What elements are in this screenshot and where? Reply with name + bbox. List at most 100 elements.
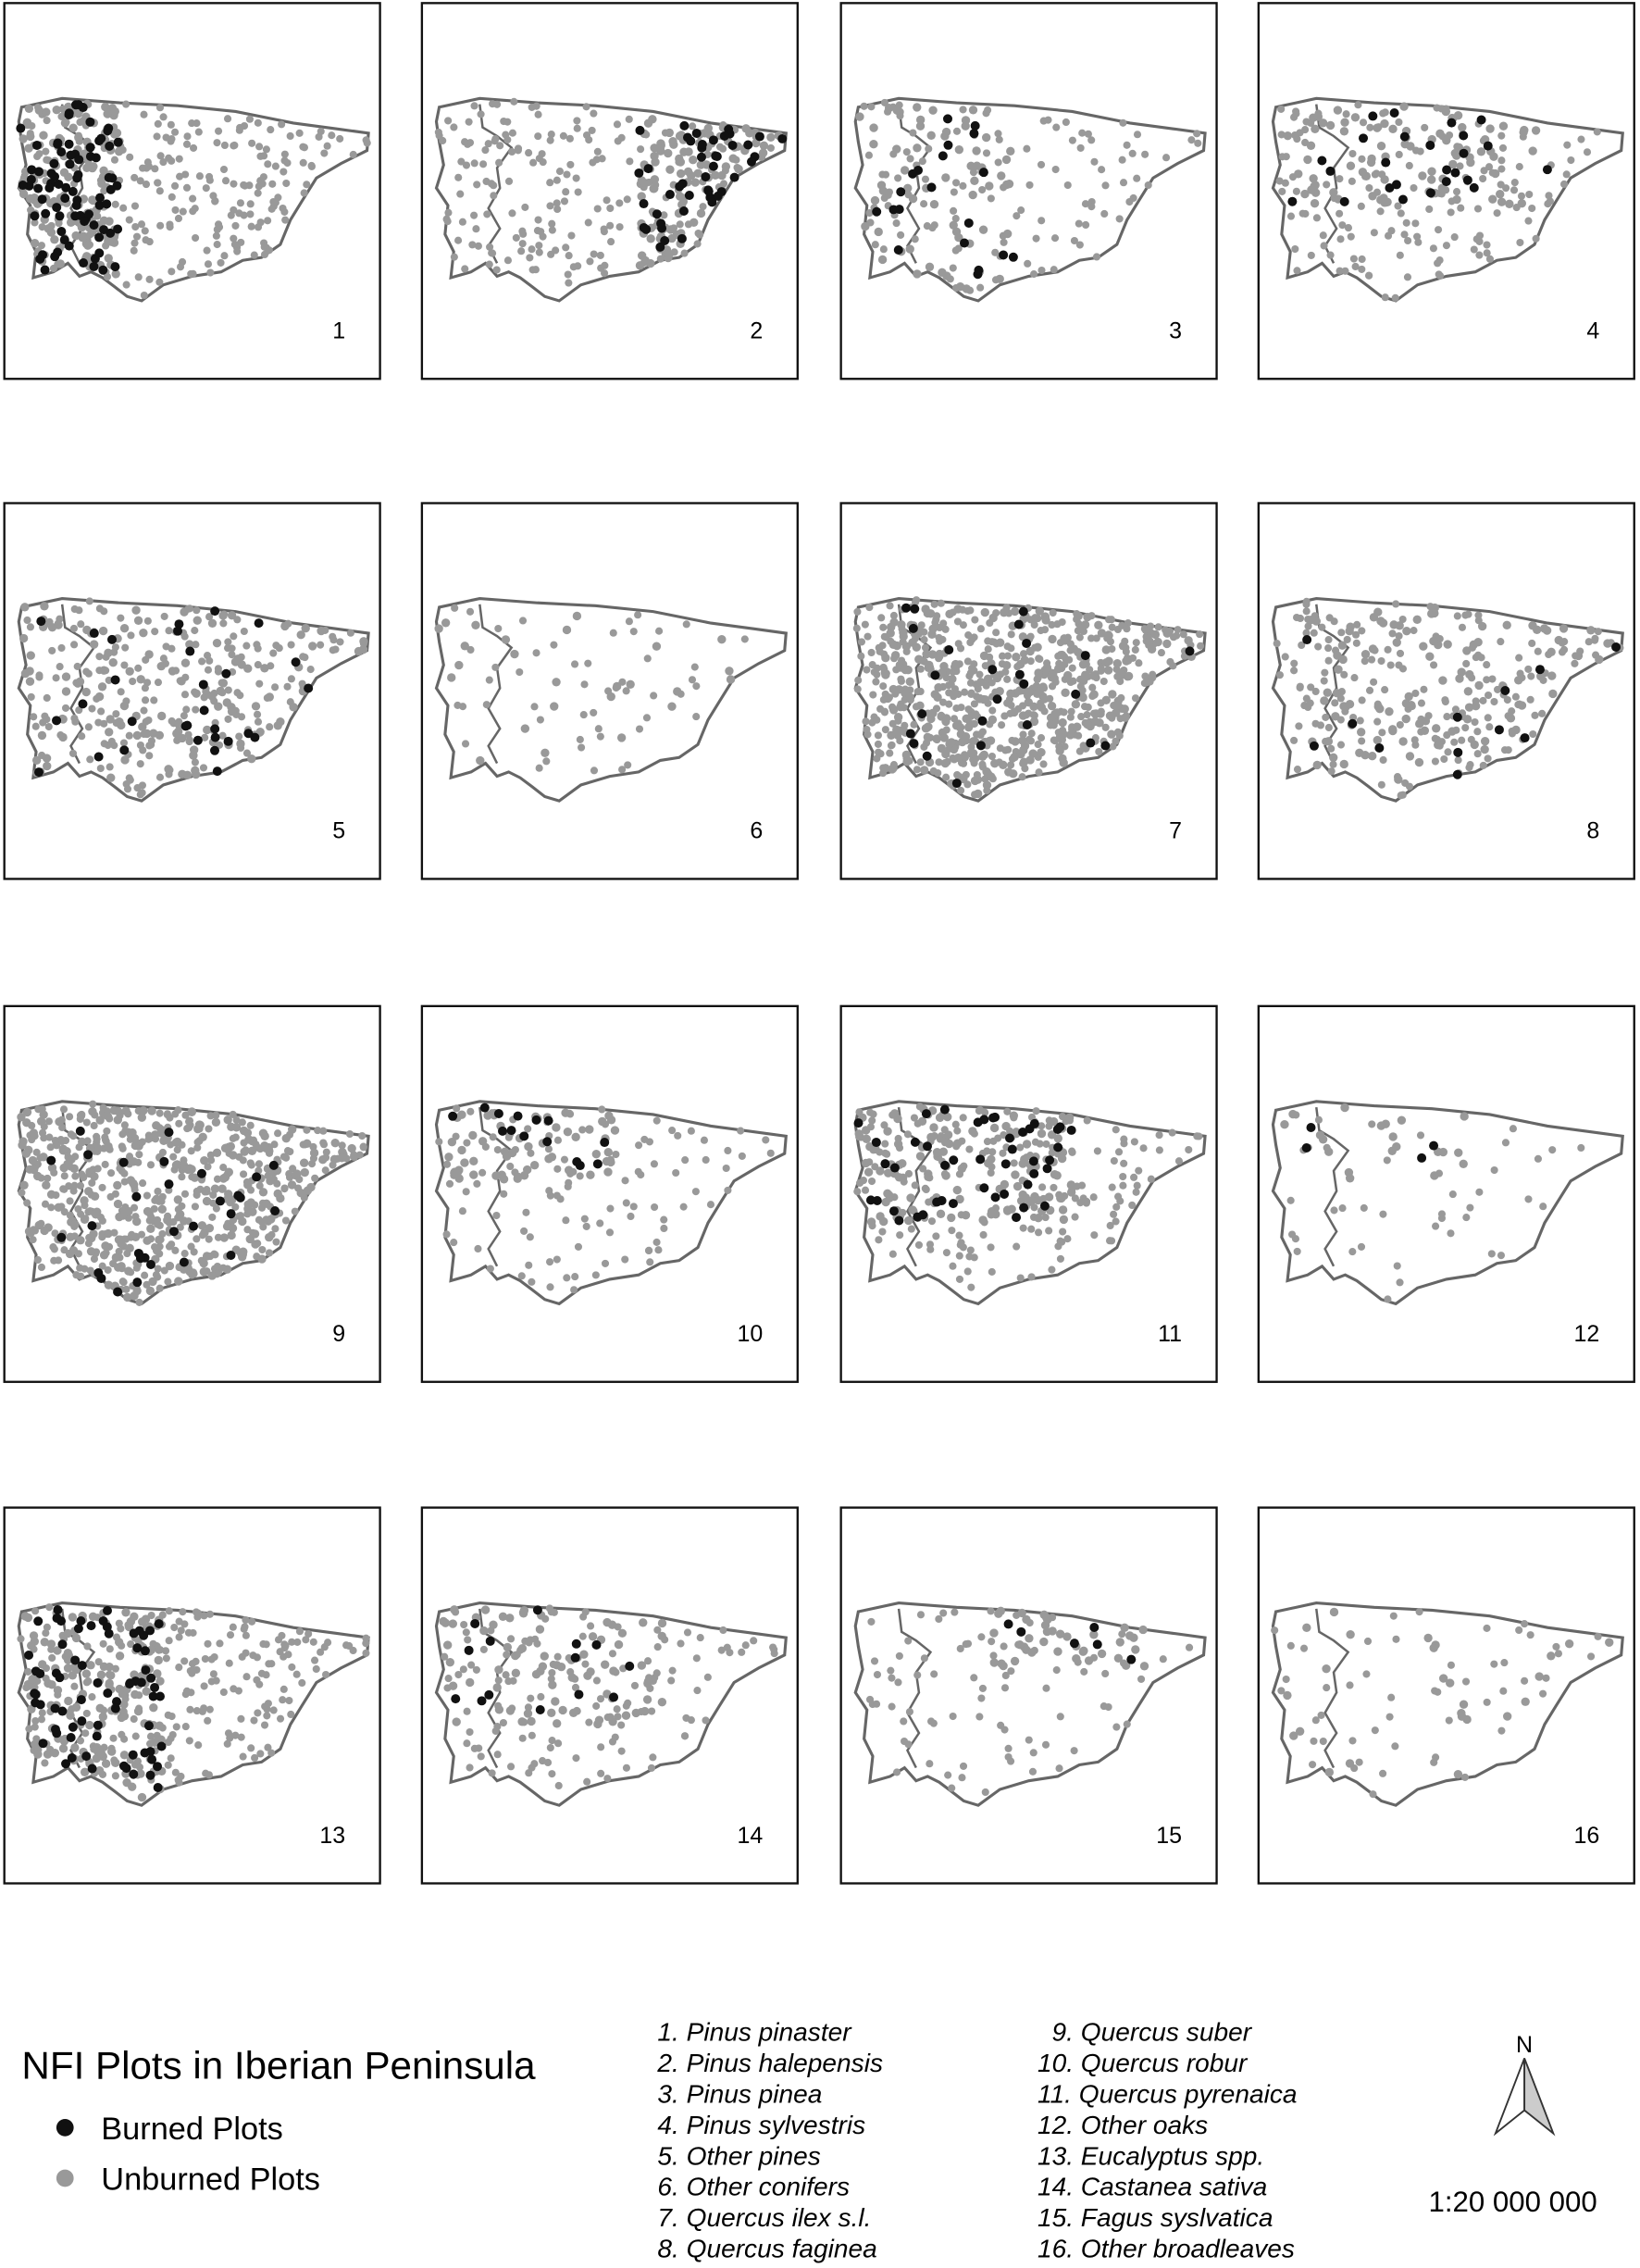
unburned-plot <box>1514 676 1523 685</box>
unburned-plot <box>547 1708 556 1717</box>
unburned-plot <box>242 1673 251 1681</box>
unburned-plot <box>303 1126 311 1134</box>
unburned-plot <box>279 1696 287 1704</box>
unburned-plot <box>459 1665 467 1674</box>
unburned-plot <box>571 1132 580 1141</box>
unburned-plot <box>1084 703 1092 712</box>
unburned-plot <box>119 204 128 212</box>
unburned-plot <box>969 168 978 177</box>
unburned-plot <box>1132 639 1140 647</box>
unburned-plot <box>1193 1132 1201 1140</box>
unburned-plot <box>73 662 81 671</box>
unburned-plot <box>111 1664 119 1673</box>
unburned-plot <box>49 264 57 273</box>
burned-plot <box>72 173 82 183</box>
unburned-plot <box>717 1646 726 1654</box>
unburned-plot <box>1092 634 1100 642</box>
unburned-plot <box>266 723 274 731</box>
burned-plot <box>677 179 688 189</box>
burned-plot <box>1399 131 1410 142</box>
burned-plot <box>909 739 919 749</box>
unburned-plot <box>1058 617 1066 627</box>
unburned-plot <box>622 687 630 695</box>
unburned-plot <box>1194 139 1202 147</box>
unburned-plot <box>1392 638 1401 647</box>
unburned-plot <box>145 1286 155 1296</box>
unburned-plot <box>198 1132 207 1141</box>
unburned-plot <box>1168 1128 1176 1137</box>
burned-plot <box>1052 1125 1062 1134</box>
unburned-plot <box>963 1267 972 1276</box>
unburned-plot <box>635 1141 643 1150</box>
unburned-plot <box>1402 627 1411 636</box>
unburned-plot <box>244 1135 254 1144</box>
unburned-plot <box>574 188 582 196</box>
unburned-plot <box>80 1196 89 1205</box>
unburned-plot <box>1336 235 1345 243</box>
unburned-plot <box>1511 725 1521 735</box>
unburned-plot <box>173 1195 183 1204</box>
unburned-plot <box>861 620 869 629</box>
unburned-plot <box>26 1228 35 1238</box>
unburned-plot <box>927 1217 937 1226</box>
unburned-plot <box>1336 267 1344 275</box>
burned-plot <box>31 1689 41 1700</box>
unburned-plot <box>1287 1230 1297 1239</box>
unburned-plot <box>1338 1204 1347 1213</box>
unburned-plot <box>1049 1116 1059 1127</box>
burned-plot <box>243 729 254 739</box>
unburned-plot <box>913 596 921 604</box>
unburned-plot <box>150 1738 159 1747</box>
unburned-plot <box>115 1212 124 1222</box>
unburned-plot <box>39 1110 48 1119</box>
unburned-plot <box>154 1655 163 1665</box>
unburned-plot <box>464 1636 472 1644</box>
unburned-plot <box>200 1156 209 1165</box>
unburned-plot <box>1026 737 1035 745</box>
unburned-plot <box>88 1612 98 1621</box>
unburned-plot <box>943 1112 952 1122</box>
unburned-plot <box>179 1265 189 1274</box>
unburned-plot <box>1105 1237 1114 1245</box>
unburned-plot <box>136 760 144 768</box>
unburned-plot <box>452 1717 461 1726</box>
unburned-plot <box>150 1130 160 1140</box>
unburned-plot <box>1463 687 1473 696</box>
unburned-plot <box>539 158 547 167</box>
unburned-plot <box>43 117 51 125</box>
unburned-plot <box>80 1215 90 1224</box>
unburned-plot <box>1435 270 1443 279</box>
unburned-plot <box>247 1161 255 1169</box>
unburned-plot <box>140 706 148 715</box>
unburned-plot <box>55 1117 64 1127</box>
burned-plot <box>697 140 707 150</box>
unburned-plot <box>646 258 655 268</box>
unburned-plot <box>23 1613 33 1623</box>
unburned-plot <box>194 1741 203 1750</box>
unburned-plot <box>875 748 883 756</box>
unburned-plot <box>741 124 751 133</box>
burned-plot <box>182 720 193 730</box>
unburned-plot <box>280 156 289 165</box>
unburned-plot <box>1118 1630 1126 1639</box>
unburned-plot <box>1480 736 1490 746</box>
unburned-plot <box>146 1732 155 1740</box>
unburned-plot <box>302 1636 310 1644</box>
unburned-plot <box>963 657 972 666</box>
unburned-plot <box>138 722 147 731</box>
unburned-plot <box>1283 131 1293 141</box>
unburned-plot <box>1379 755 1387 765</box>
unburned-plot <box>1115 215 1124 223</box>
unburned-plot <box>899 631 908 642</box>
unburned-plot <box>147 1106 156 1115</box>
unburned-plot <box>1485 691 1493 700</box>
unburned-plot <box>1365 271 1373 280</box>
unburned-plot <box>205 1125 213 1133</box>
unburned-plot <box>1311 687 1320 696</box>
unburned-plot <box>240 1147 249 1156</box>
unburned-plot <box>247 1146 257 1155</box>
unburned-plot <box>126 153 134 161</box>
unburned-plot <box>1544 200 1552 208</box>
unburned-plot <box>876 704 885 713</box>
unburned-plot <box>1396 251 1404 259</box>
